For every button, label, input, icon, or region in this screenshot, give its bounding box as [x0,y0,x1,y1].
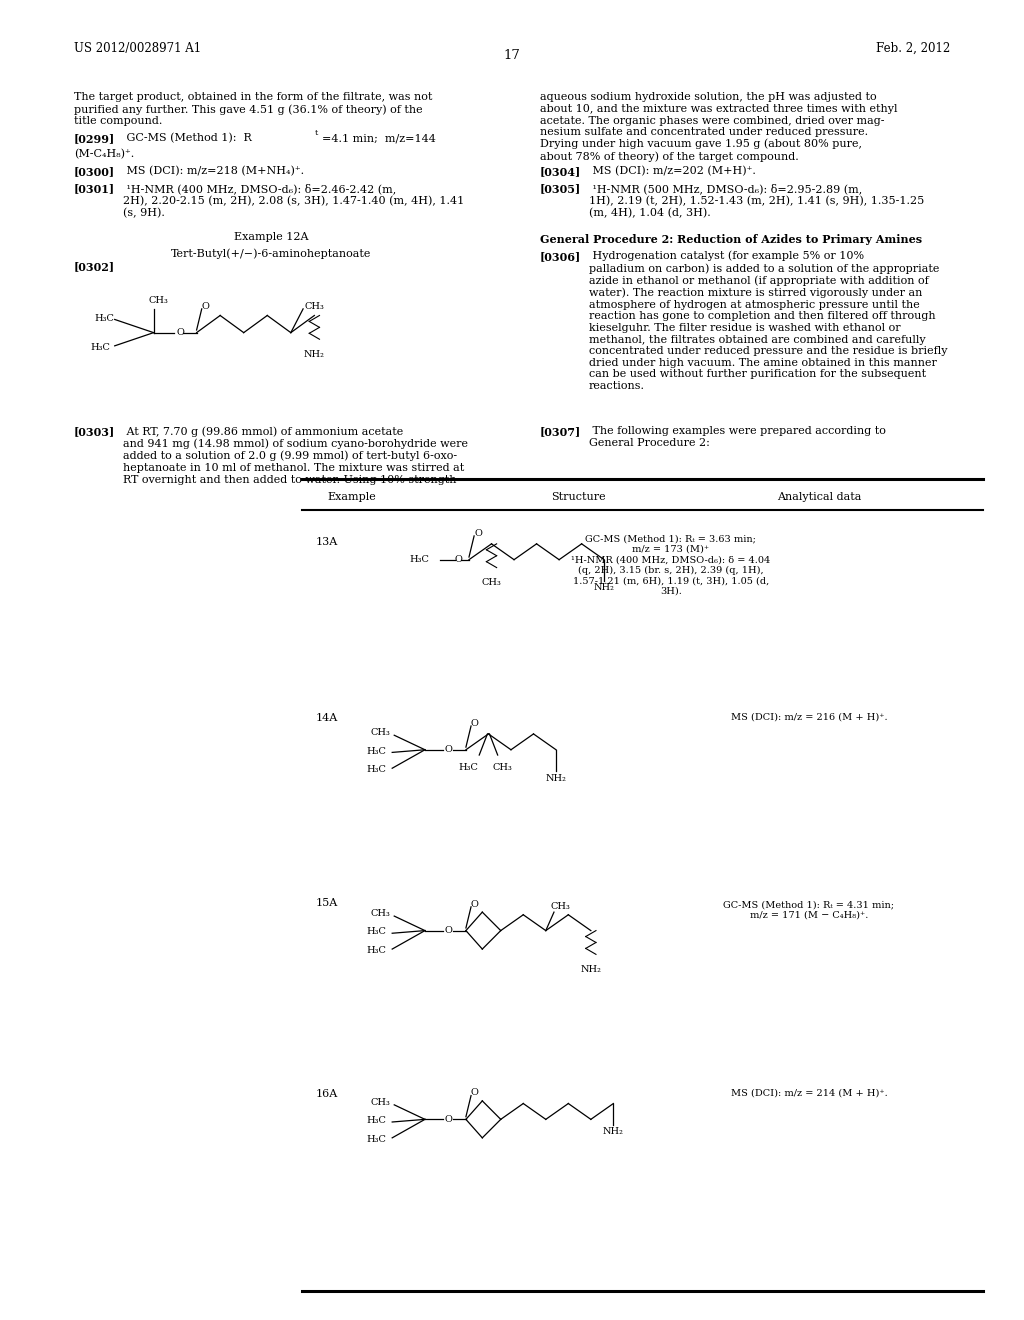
Text: Tert-Butyl(+/−)-6-aminoheptanoate: Tert-Butyl(+/−)-6-aminoheptanoate [171,248,372,259]
Text: CH₃: CH₃ [148,297,168,305]
Text: [0300]: [0300] [74,166,115,177]
Text: Analytical data: Analytical data [777,492,861,503]
Text: CH₃: CH₃ [551,903,570,911]
Text: H₃C: H₃C [367,1135,386,1143]
Text: =4.1 min;  m/z=144: =4.1 min; m/z=144 [322,133,435,144]
Text: (M-C₄H₈)⁺.: (M-C₄H₈)⁺. [74,149,134,160]
Text: Example 12A: Example 12A [234,232,308,243]
Text: Hydrogenation catalyst (for example 5% or 10%
palladium on carbon) is added to a: Hydrogenation catalyst (for example 5% o… [589,251,947,391]
Text: H₃C: H₃C [367,946,386,954]
Text: US 2012/0028971 A1: US 2012/0028971 A1 [74,41,201,54]
Text: MS (DCI): m/z = 216 (M + H)⁺.: MS (DCI): m/z = 216 (M + H)⁺. [731,713,887,722]
Text: MS (DCI): m/z = 214 (M + H)⁺.: MS (DCI): m/z = 214 (M + H)⁺. [730,1089,888,1098]
Text: H₃C: H₃C [367,1117,386,1125]
Text: NH₂: NH₂ [546,774,566,783]
Text: 13A: 13A [315,537,338,548]
Text: [0303]: [0303] [74,426,115,437]
Text: CH₃: CH₃ [304,302,324,310]
Text: H₃C: H₃C [90,343,110,351]
Text: H₃C: H₃C [367,766,386,774]
Text: NH₂: NH₂ [603,1127,624,1137]
Text: Example: Example [328,492,377,503]
Text: [0302]: [0302] [74,261,115,272]
Text: O: O [444,927,453,935]
Text: [0307]: [0307] [540,426,581,437]
Text: [0299]: [0299] [74,133,115,144]
Text: [0305]: [0305] [540,183,581,194]
Text: GC-MS (Method 1):  R: GC-MS (Method 1): R [123,133,252,144]
Text: O: O [202,302,210,310]
Text: MS (DCI): m/z=218 (M+NH₄)⁺.: MS (DCI): m/z=218 (M+NH₄)⁺. [123,166,304,177]
Text: H₃C: H₃C [410,556,429,564]
Text: O: O [474,529,482,537]
Text: MS (DCI): m/z=202 (M+H)⁺.: MS (DCI): m/z=202 (M+H)⁺. [589,166,756,177]
Text: [0306]: [0306] [540,251,581,261]
Text: GC-MS (Method 1): Rₜ = 4.31 min;
m/z = 171 (M − C₄H₈)⁺.: GC-MS (Method 1): Rₜ = 4.31 min; m/z = 1… [724,900,894,920]
Text: NH₂: NH₂ [594,583,614,593]
Text: ¹H-NMR (400 MHz, DMSO-d₆): δ=2.46-2.42 (m,
2H), 2.20-2.15 (m, 2H), 2.08 (s, 3H),: ¹H-NMR (400 MHz, DMSO-d₆): δ=2.46-2.42 (… [123,183,464,218]
Text: NH₂: NH₂ [581,965,601,974]
Text: 15A: 15A [315,898,338,908]
Text: CH₃: CH₃ [371,729,390,737]
Text: O: O [444,1115,453,1123]
Text: General Procedure 2: Reduction of Azides to Primary Amines: General Procedure 2: Reduction of Azides… [540,234,922,244]
Text: O: O [470,1089,478,1097]
Text: Feb. 2, 2012: Feb. 2, 2012 [876,41,950,54]
Text: O: O [470,900,478,908]
Text: H₃C: H₃C [367,928,386,936]
Text: 17: 17 [504,49,520,62]
Text: O: O [470,719,478,727]
Text: O: O [176,329,184,337]
Text: O: O [455,556,463,564]
Text: O: O [444,746,453,754]
Text: [0301]: [0301] [74,183,115,194]
Text: 14A: 14A [315,713,338,723]
Text: CH₃: CH₃ [493,763,513,772]
Text: GC-MS (Method 1): Rₜ = 3.63 min;
m/z = 173 (M)⁺
¹H-NMR (400 MHz, DMSO-d₆): δ = 4: GC-MS (Method 1): Rₜ = 3.63 min; m/z = 1… [571,535,770,595]
Text: t: t [314,129,317,137]
Text: At RT, 7.70 g (99.86 mmol) of ammonium acetate
and 941 mg (14.98 mmol) of sodium: At RT, 7.70 g (99.86 mmol) of ammonium a… [123,426,468,484]
Text: The target product, obtained in the form of the filtrate, was not
purified any f: The target product, obtained in the form… [74,92,432,127]
Text: H₃C: H₃C [367,747,386,755]
Text: CH₃: CH₃ [481,578,502,587]
Text: NH₂: NH₂ [304,350,325,359]
Text: H₃C: H₃C [94,314,114,322]
Text: ¹H-NMR (500 MHz, DMSO-d₆): δ=2.95-2.89 (m,
1H), 2.19 (t, 2H), 1.52-1.43 (m, 2H),: ¹H-NMR (500 MHz, DMSO-d₆): δ=2.95-2.89 (… [589,183,924,218]
Text: Structure: Structure [551,492,606,503]
Text: 16A: 16A [315,1089,338,1100]
Text: aqueous sodium hydroxide solution, the pH was adjusted to
about 10, and the mixt: aqueous sodium hydroxide solution, the p… [540,92,897,162]
Text: H₃C: H₃C [458,763,478,772]
Text: [0304]: [0304] [540,166,581,177]
Text: The following examples were prepared according to
General Procedure 2:: The following examples were prepared acc… [589,426,886,447]
Text: CH₃: CH₃ [371,909,390,917]
Text: CH₃: CH₃ [371,1098,390,1106]
